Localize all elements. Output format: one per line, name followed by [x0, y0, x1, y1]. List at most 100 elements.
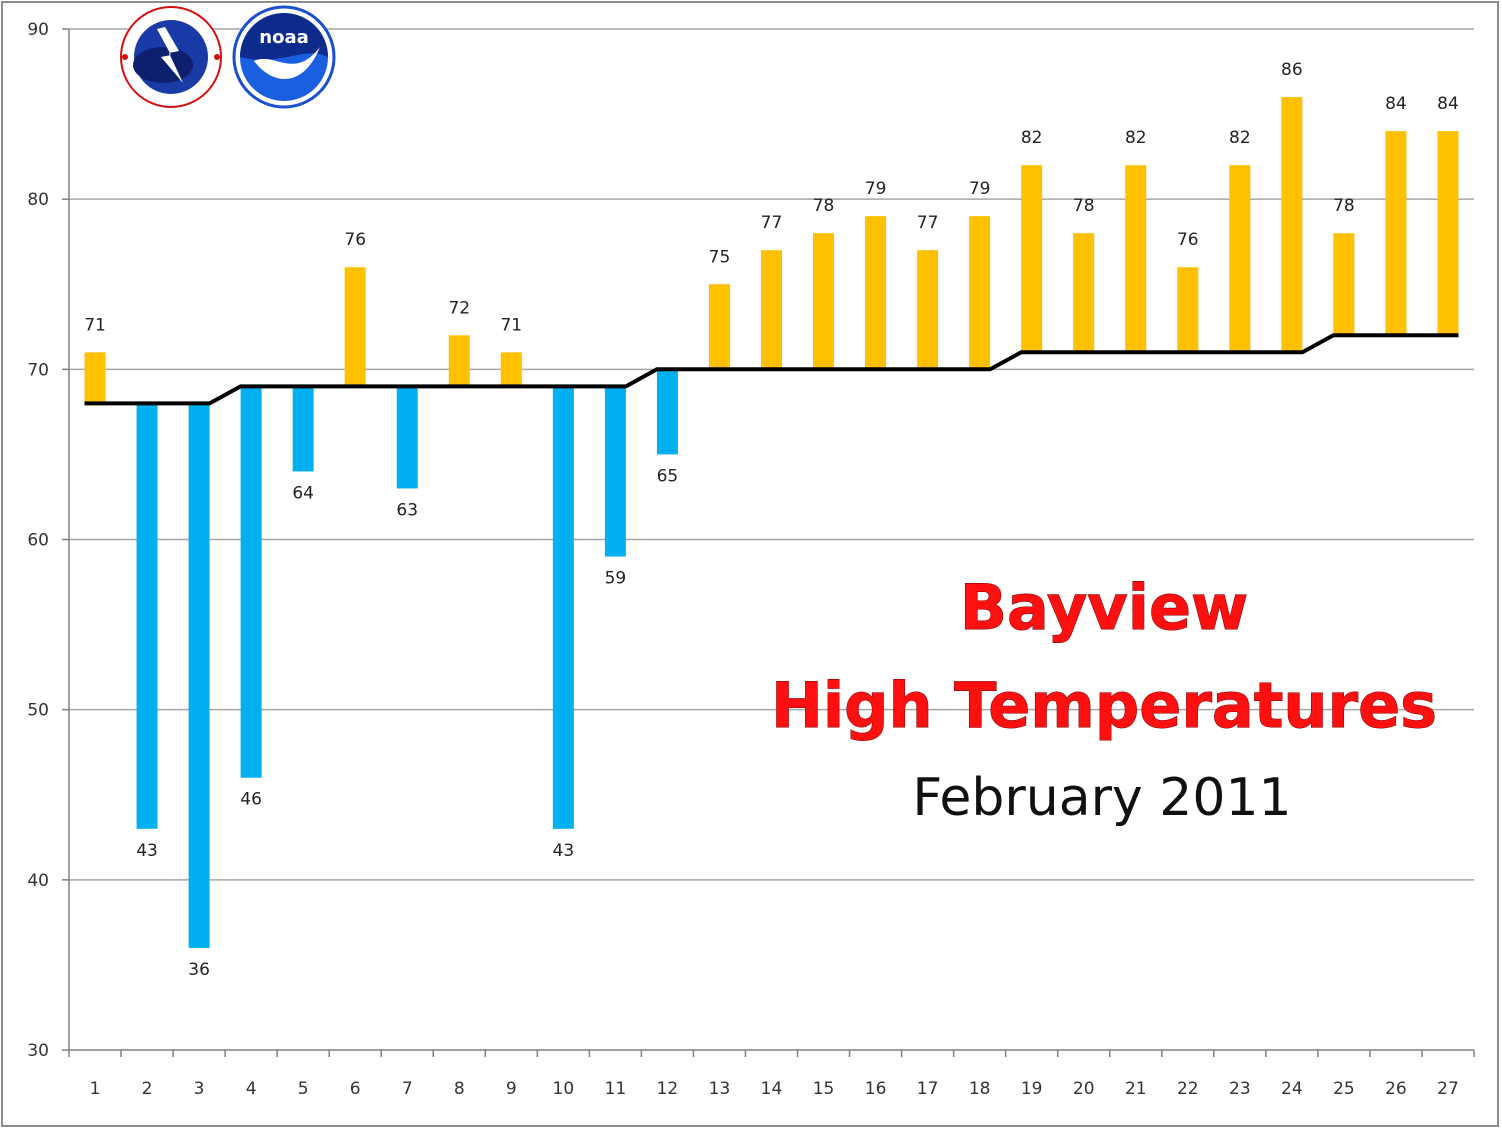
x-tick-label: 14 — [761, 1079, 783, 1099]
data-label: 78 — [813, 196, 835, 216]
bar-above-normal — [865, 216, 887, 370]
bar-above-normal — [344, 267, 366, 387]
y-tick-label: 30 — [27, 1041, 49, 1061]
data-label: 75 — [709, 247, 731, 267]
bar-above-normal — [1021, 165, 1043, 353]
bar-below-normal — [396, 386, 418, 489]
x-tick-label: 2 — [142, 1079, 153, 1099]
bar-above-normal — [448, 335, 470, 387]
x-tick-label: 4 — [246, 1079, 257, 1099]
data-label: 79 — [865, 179, 887, 199]
normal-line — [84, 333, 1459, 406]
data-label: 43 — [553, 841, 575, 861]
x-tick-label: 3 — [194, 1079, 205, 1099]
bar-above-normal — [1281, 97, 1303, 353]
x-tick-label: 1 — [90, 1079, 101, 1099]
noaa-logo: noaa — [232, 5, 336, 109]
x-tick-label: 5 — [298, 1079, 309, 1099]
x-tick-label: 11 — [605, 1079, 627, 1099]
x-tick-label: 12 — [657, 1079, 679, 1099]
x-tick-label: 9 — [506, 1079, 517, 1099]
bar-above-normal — [708, 284, 730, 370]
data-label: 84 — [1437, 94, 1459, 114]
x-tick-label: 16 — [865, 1079, 887, 1099]
x-tick-label: 15 — [813, 1079, 835, 1099]
data-label: 46 — [240, 790, 262, 810]
data-label: 43 — [136, 841, 158, 861]
y-tick-label: 90 — [27, 20, 49, 40]
data-label: 78 — [1073, 196, 1095, 216]
bar-below-normal — [552, 386, 574, 829]
y-tick-label: 70 — [27, 360, 49, 380]
x-tick-label: 25 — [1333, 1079, 1355, 1099]
data-label: 59 — [605, 569, 627, 589]
bar-above-normal — [761, 250, 782, 370]
y-tick-label: 60 — [27, 531, 49, 551]
data-label: 65 — [657, 466, 679, 486]
data-label: 76 — [344, 230, 366, 250]
x-axis: 1 2 3 4 5 6 7 8 9 10 11 12 13 14 15 16 17 18 19 20 21 22 23 24 2… — [68, 29, 1475, 1099]
bar-above-normal — [1437, 131, 1459, 336]
bar-below-normal — [136, 403, 158, 829]
data-label: 77 — [761, 213, 783, 233]
data-label: 78 — [1333, 196, 1355, 216]
x-tick-label: 17 — [917, 1079, 939, 1099]
x-tick-label: 13 — [709, 1079, 731, 1099]
bar-below-normal — [604, 386, 626, 557]
x-tick-label: 22 — [1177, 1079, 1199, 1099]
nws-logo — [120, 6, 222, 108]
data-label: 63 — [396, 500, 418, 520]
bar-below-normal — [240, 386, 262, 778]
bar-above-normal — [1125, 165, 1147, 353]
data-label: 36 — [188, 960, 210, 980]
x-tick-label: 20 — [1073, 1079, 1095, 1099]
data-label: 76 — [1177, 230, 1199, 250]
data-label: 82 — [1125, 128, 1147, 148]
x-tick-label: 6 — [350, 1079, 361, 1099]
x-tick-label: 27 — [1437, 1079, 1459, 1099]
bar-below-normal — [656, 369, 678, 455]
bar-above-normal — [1177, 267, 1199, 353]
x-tick-label: 7 — [402, 1079, 413, 1099]
data-labels: 71 43 36 46 64 76 63 72 71 43 59 65 75 77 78 79 77 79 82 78… — [84, 60, 1459, 980]
data-label: 71 — [500, 315, 522, 335]
bar-above-normal — [500, 352, 522, 387]
chart-subtitle: February 2011 — [912, 768, 1291, 828]
bar-above-normal — [813, 233, 835, 370]
bar-above-normal — [1333, 233, 1355, 336]
svg-text:noaa: noaa — [259, 27, 308, 48]
data-label: 82 — [1229, 128, 1251, 148]
bar-above-normal — [917, 250, 939, 370]
x-tick-label: 23 — [1229, 1079, 1251, 1099]
chart-title-line-2: High Temperatures — [771, 669, 1437, 742]
bar-above-normal — [1385, 131, 1407, 336]
bar-above-normal — [84, 352, 106, 404]
data-label: 82 — [1021, 128, 1043, 148]
data-label: 71 — [84, 315, 106, 335]
data-label: 72 — [448, 298, 470, 318]
data-label: 79 — [969, 179, 991, 199]
y-tick-label: 50 — [27, 701, 49, 721]
chart-title-line-1: Bayview — [960, 571, 1249, 644]
x-tick-label: 8 — [454, 1079, 465, 1099]
x-tick-label: 26 — [1385, 1079, 1407, 1099]
bar-above-normal — [1073, 233, 1095, 353]
data-label: 86 — [1281, 60, 1303, 80]
y-tick-label: 80 — [27, 190, 49, 210]
normal-temperature-line — [84, 333, 1459, 406]
x-tick-label: 24 — [1281, 1079, 1303, 1099]
y-axis-ticks: 30 40 50 60 70 80 90 — [27, 20, 69, 1061]
data-label: 84 — [1385, 94, 1407, 114]
x-tick-label: 10 — [553, 1079, 575, 1099]
data-label: 64 — [292, 483, 314, 503]
y-tick-label: 40 — [27, 871, 49, 891]
bars — [84, 97, 1459, 948]
data-label: 77 — [917, 213, 939, 233]
bar-below-normal — [188, 403, 210, 948]
bar-below-normal — [292, 386, 314, 472]
x-tick-label: 18 — [969, 1079, 991, 1099]
x-tick-label: 21 — [1125, 1079, 1147, 1099]
